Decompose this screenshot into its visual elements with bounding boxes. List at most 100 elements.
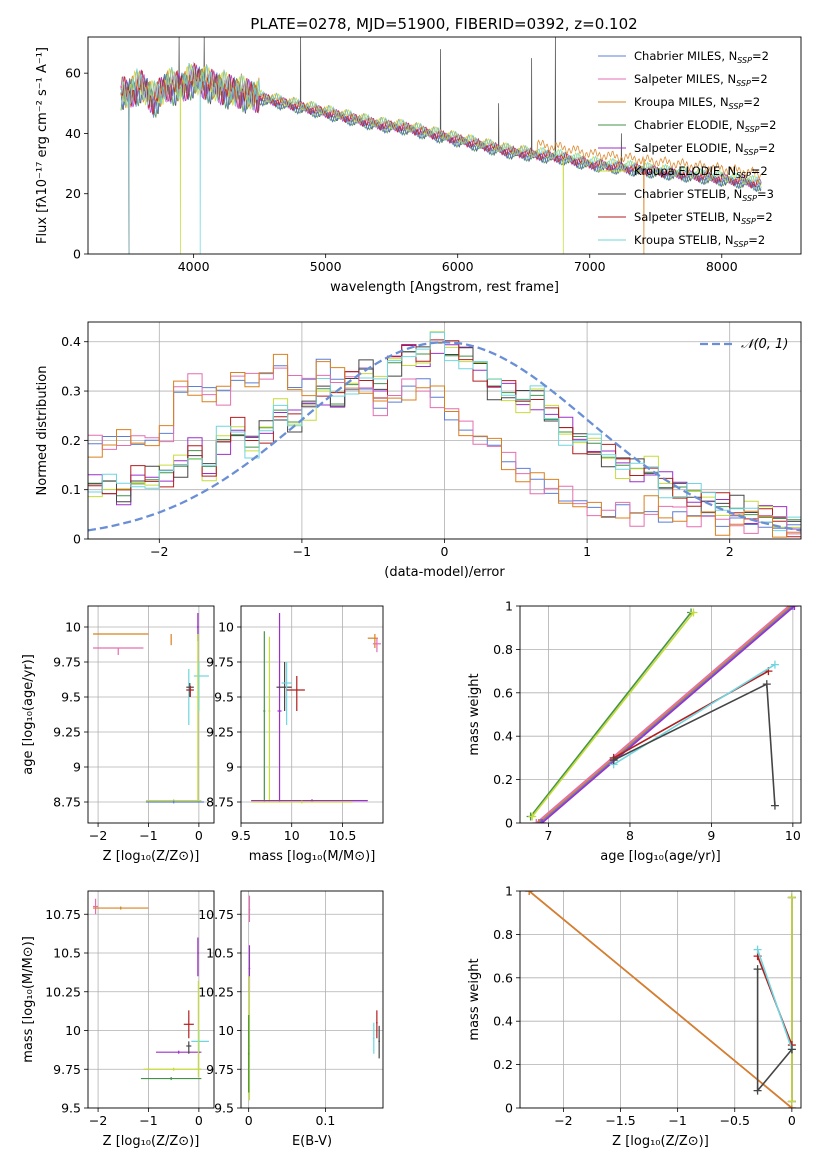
y-tick-label: 8.75 (53, 795, 81, 810)
x-tick-label: 9.5 (231, 828, 251, 843)
y-tick-label: 0.6 (493, 685, 513, 700)
errorbar-chabrier-stelib (378, 1025, 380, 1059)
x-tick-label: 9 (707, 828, 715, 843)
legend: 𝒩(0, 1) (700, 337, 788, 352)
weight-path (531, 612, 695, 817)
weight-path (613, 670, 769, 759)
x-tick-label: 0.1 (315, 1113, 335, 1128)
x-tick-label: 0 (441, 544, 449, 559)
weight-marker (537, 819, 546, 823)
legend-label: Salpeter STELIB, NSSP=2 (634, 210, 773, 226)
errorbar-kroupa-miles (367, 634, 378, 648)
y-axis-label: mass weight (467, 958, 482, 1040)
panel-mass-vs-z: −2 −1 0 9.5 9.75 10 10.25 10.5 10.75 Z [log₁₀(Z/Z… (21, 890, 215, 1149)
weight-marker (787, 893, 796, 902)
weight-marker (609, 756, 618, 765)
panel-weight-vs-z: −2 −1.5 −1 −0.5 0 0 0.2 0.4 0.6 0.8 1 Z [log₁₀(Z/Z⊙… (467, 884, 802, 1149)
weight-line-kroupa-miles (525, 891, 796, 1108)
errorbar-chabrier-miles (145, 800, 204, 804)
legend-label: Kroupa MILES, NSSP=2 (634, 95, 760, 111)
weight-path (528, 891, 793, 1108)
x-tick-label: 7000 (574, 259, 606, 274)
weight-marker (525, 891, 534, 895)
errorbar-kroupa-elodie (197, 980, 199, 1077)
panel-weight-vs-age: 7 8 9 10 0 0.2 0.4 0.6 0.8 1 age [log₁₀(age/yr)] ma… (467, 599, 802, 864)
weight-marker (787, 1045, 796, 1054)
x-axis-label: E(B-V) (292, 1134, 332, 1149)
weight-marker (753, 965, 762, 974)
weight-marker (753, 1086, 762, 1095)
errorbar-kroupa-elodie (143, 1067, 202, 1071)
weight-marker (536, 819, 545, 823)
x-tick-label: 10.5 (329, 828, 357, 843)
figure-title: PLATE=0278, MJD=51900, FIBERID=0392, z=0… (250, 15, 637, 33)
weight-line-salpeter-miles (532, 606, 793, 823)
weight-marker (762, 680, 771, 689)
legend-label: Kroupa STELIB, NSSP=2 (634, 233, 765, 249)
x-axis-label: age [log₁₀(age/yr)] (600, 849, 721, 864)
weight-marker (528, 812, 537, 821)
errorbar-salpeter-miles (248, 895, 251, 922)
y-axis-label: mass [log₁₀(M/M⊙)] (21, 936, 36, 1063)
x-tick-label: 2 (726, 544, 734, 559)
weight-marker (770, 801, 779, 810)
y-tick-label: 10.75 (45, 907, 81, 922)
errorbar-salpeter-stelib (183, 1010, 194, 1039)
weight-line-kroupa-stelib (609, 660, 779, 769)
x-tick-label: 0 (245, 1113, 253, 1128)
x-tick-label: 10 (284, 828, 300, 843)
weight-line-salpeter-elodie (537, 606, 799, 823)
x-tick-label: −2 (89, 828, 107, 843)
errorbar-salpeter-stelib (186, 685, 194, 697)
y-tick-label: 10.5 (53, 946, 81, 961)
y-tick-label: 8.75 (206, 795, 234, 810)
panel-spectrum: 4000 5000 6000 7000 8000 0 20 40 60 wavelength [A… (35, 36, 802, 295)
weight-marker (689, 608, 698, 617)
plot-area (520, 891, 801, 1108)
y-axis-label: Normed distribution (35, 366, 50, 496)
y-tick-label: 0.4 (493, 729, 513, 744)
spectrum-line-kroupa-miles (120, 63, 762, 254)
y-tick-label: 10.5 (206, 946, 234, 961)
y-tick-label: 10 (65, 620, 81, 635)
errorbar-kroupa-elodie (251, 800, 353, 804)
y-tick-label: 10.25 (198, 984, 234, 999)
y-tick-label: 0.4 (493, 1014, 513, 1029)
errorbar-kroupa-stelib (373, 1022, 375, 1054)
weight-line-kroupa-elodie (787, 893, 796, 1106)
x-tick-label: −0.5 (720, 1113, 750, 1128)
weight-marker (788, 606, 797, 610)
histogram-kroupa-stelib (88, 331, 801, 532)
legend: Chabrier MILES, NSSP=2 Salpeter MILES, NS… (598, 49, 776, 249)
y-axis-label: Flux [fλ10⁻¹⁷ erg cm⁻² s⁻¹ A⁻¹] (35, 47, 50, 244)
errorbar-kroupa-elodie (268, 636, 271, 802)
y-tick-label: 0 (505, 1101, 513, 1116)
plot-area (241, 606, 383, 823)
x-axis-label: mass [log₁₀(M/M⊙)] (249, 849, 376, 864)
y-tick-label: 9.5 (214, 690, 234, 705)
errorbar-chabrier-elodie (263, 631, 266, 802)
weight-path (539, 606, 794, 823)
spectrum-line-salpeter-miles (120, 61, 762, 254)
plot-area (120, 37, 762, 254)
y-axis-label: age [log₁₀(age/yr)] (21, 654, 36, 775)
y-tick-label: 9 (226, 760, 234, 775)
panel-age-vs-mass: 9.5 10 10.5 8.75 9 9.25 9.5 9.75 10 mass [log₁₀(M… (206, 605, 384, 864)
histogram-kroupa-miles (88, 353, 801, 538)
x-axis-label: (data-model)/error (384, 565, 505, 580)
errorbar-kroupa-stelib (193, 662, 209, 711)
y-tick-label: 20 (65, 186, 81, 201)
errorbar-chabrier-elodie (140, 1077, 202, 1081)
y-tick-label: 9.75 (53, 655, 81, 670)
legend-label: Salpeter MILES, NSSP=2 (634, 72, 768, 88)
x-tick-label: −1 (668, 1113, 686, 1128)
x-tick-label: 1 (583, 544, 591, 559)
x-tick-label: 6000 (442, 259, 474, 274)
plot-area (88, 606, 214, 823)
x-tick-label: −1 (139, 828, 157, 843)
x-axis-label: Z [log₁₀(Z/Z⊙)] (612, 1134, 709, 1149)
x-axis-label: Z [log₁₀(Z/Z⊙)] (103, 1134, 200, 1149)
errorbar-salpeter-miles (93, 647, 144, 655)
y-tick-label: 0.8 (493, 642, 513, 657)
x-tick-label: −1 (139, 1113, 157, 1128)
